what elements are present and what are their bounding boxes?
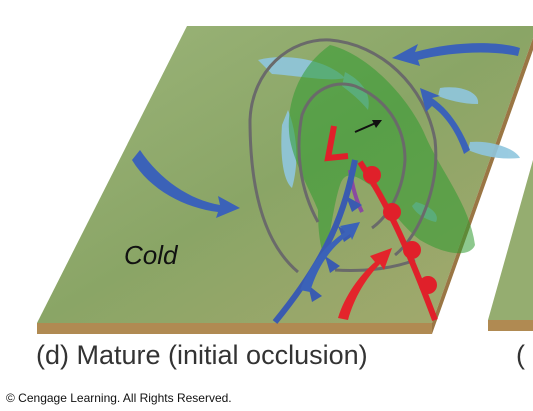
isobars [248, 38, 438, 274]
warm-front [357, 160, 438, 322]
panel-caption: (d) Mature (initial occlusion) [36, 340, 368, 370]
cold-air-mass-label: Cold [124, 240, 178, 270]
panel-caption-area: (d) Mature (initial occlusion) ( [0, 340, 533, 380]
warm-air-flow-arrows [338, 248, 392, 320]
next-panel-fragment [488, 160, 533, 331]
storm-motion-arrow [354, 120, 382, 133]
low-pressure-L [324, 125, 349, 162]
copyright-notice: © Cengage Learning. All Rights Reserved. [6, 391, 232, 405]
next-panel-caption-fragment: ( [516, 340, 525, 370]
cold-air-flow-arrows [132, 43, 520, 292]
precipitation-area [288, 45, 475, 260]
